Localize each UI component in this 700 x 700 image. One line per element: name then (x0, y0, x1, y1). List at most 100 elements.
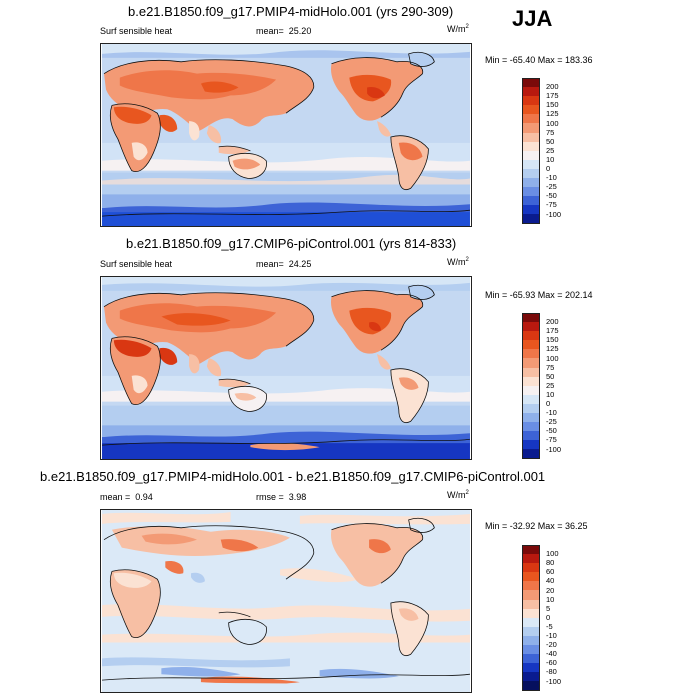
colorbar-tick-label: 75 (546, 362, 555, 372)
colorbar-tick-label: -60 (546, 658, 557, 668)
colorbar-swatch (522, 672, 540, 682)
colorbar-swatch (522, 96, 540, 106)
colorbar-swatch (522, 141, 540, 151)
colorbar-tick-label: -25 (546, 417, 557, 427)
colorbar-swatch (522, 599, 540, 609)
colorbar-swatch (522, 449, 540, 459)
colorbar-swatch (522, 376, 540, 386)
colorbar-tick-label: -75 (546, 200, 557, 210)
colorbar-tick-label: 175 (546, 326, 559, 336)
colorbar-tick-label: 175 (546, 91, 559, 101)
colorbar-tick-label: -50 (546, 426, 557, 436)
panel-1-mean: mean= 25.20 (256, 26, 312, 36)
colorbar-swatch (522, 358, 540, 368)
colorbar-swatch (522, 196, 540, 206)
panel-3-minmax: Min = -32.92 Max = 36.25 (485, 521, 588, 531)
colorbar-tick-label: -100 (546, 444, 562, 454)
colorbar-tick-label: 0 (546, 612, 551, 622)
colorbar-tick-label: -100 (546, 209, 562, 219)
colorbar-swatch (522, 132, 540, 142)
panel-2-title: b.e21.B1850.f09_g17.CMIP6-piControl.001 … (126, 236, 457, 251)
colorbar-swatch (522, 626, 540, 636)
colorbar-swatch (522, 563, 540, 573)
colorbar-swatch (522, 645, 540, 655)
colorbar-swatch (522, 554, 540, 564)
colorbar-tick-label: -100 (546, 676, 562, 686)
colorbar-swatch (522, 403, 540, 414)
panel-3-mean: mean = 0.94 (100, 492, 153, 502)
colorbar-tick-label: -50 (546, 191, 557, 201)
colorbar-tick-label: -80 (546, 667, 557, 677)
colorbar-tick-label: 40 (546, 576, 555, 586)
panel-2-unit: W/m2 (447, 257, 469, 267)
colorbar-swatch (522, 572, 540, 582)
colorbar-swatch (522, 331, 540, 341)
panel-3-colorbar (522, 545, 540, 691)
colorbar-tick-label: -40 (546, 649, 557, 659)
colorbar-tick-label: 100 (546, 353, 559, 363)
panel-3-map (100, 509, 472, 693)
colorbar-tick-label: 50 (546, 371, 555, 381)
colorbar-swatch (522, 322, 540, 332)
colorbar-tick-label: -25 (546, 182, 557, 192)
colorbar-swatch (522, 105, 540, 115)
colorbar-swatch (522, 663, 540, 673)
colorbar-swatch (522, 87, 540, 97)
colorbar-swatch (522, 608, 540, 618)
panel-3-rmse: rmse = 3.98 (256, 492, 307, 502)
colorbar-swatch (522, 545, 540, 555)
colorbar-swatch (522, 581, 540, 591)
panel-1-colorbar (522, 78, 540, 224)
colorbar-swatch (522, 440, 540, 450)
colorbar-swatch (522, 367, 540, 377)
colorbar-swatch (522, 349, 540, 359)
colorbar-swatch (522, 681, 540, 691)
panel-1-title: b.e21.B1850.f09_g17.PMIP4-midHolo.001 (y… (128, 4, 454, 19)
colorbar-swatch (522, 123, 540, 133)
colorbar-swatch (522, 150, 540, 160)
colorbar-tick-label: 10 (546, 389, 555, 399)
colorbar-tick-label: 200 (546, 317, 559, 327)
panel-2-variable-label: Surf sensible heat (100, 259, 173, 269)
colorbar-swatch (522, 78, 540, 88)
colorbar-tick-label: -5 (546, 621, 553, 631)
colorbar-tick-label: -75 (546, 435, 557, 445)
panel-3-title: b.e21.B1850.f09_g17.PMIP4-midHolo.001 - … (40, 469, 546, 484)
panel-1-minmax: Min = -65.40 Max = 183.36 (485, 55, 593, 65)
panel-3-unit: W/m2 (447, 490, 469, 500)
panel-1-variable-label: Surf sensible heat (100, 26, 173, 36)
colorbar-swatch (522, 159, 540, 169)
colorbar-tick-label: 0 (546, 399, 551, 408)
colorbar-swatch (522, 187, 540, 197)
colorbar-tick-label: 100 (546, 549, 559, 559)
colorbar-swatch (522, 313, 540, 323)
colorbar-swatch (522, 214, 540, 224)
panel-2-map (100, 276, 472, 460)
panel-1-map (100, 43, 472, 227)
colorbar-tick-label: -10 (546, 631, 557, 640)
season-label: JJA (512, 6, 553, 31)
colorbar-tick-label: -20 (546, 640, 557, 650)
colorbar-tick-label: 5 (546, 603, 551, 613)
colorbar-swatch (522, 422, 540, 432)
colorbar-tick-label: 25 (546, 380, 555, 390)
colorbar-tick-label: 80 (546, 558, 555, 568)
colorbar-tick-label: 75 (546, 127, 555, 137)
panel-2-minmax: Min = -65.93 Max = 202.14 (485, 290, 593, 300)
colorbar-tick-label: 100 (546, 118, 559, 128)
colorbar-tick-label: 20 (546, 585, 555, 595)
panel-2-mean: mean= 24.25 (256, 259, 312, 269)
colorbar-tick-label: 125 (546, 109, 559, 119)
colorbar-tick-label: 150 (546, 100, 559, 110)
colorbar-tick-label: 0 (546, 164, 551, 173)
colorbar-swatch (522, 590, 540, 600)
panel-2-colorbar (522, 313, 540, 459)
colorbar-swatch (522, 205, 540, 215)
colorbar-swatch (522, 413, 540, 423)
colorbar-swatch (522, 385, 540, 395)
colorbar-tick-label: -10 (546, 408, 557, 418)
colorbar-tick-label: 10 (546, 154, 555, 164)
colorbar-swatch (522, 617, 540, 627)
colorbar-swatch (522, 114, 540, 124)
colorbar-tick-label: 25 (546, 145, 555, 155)
